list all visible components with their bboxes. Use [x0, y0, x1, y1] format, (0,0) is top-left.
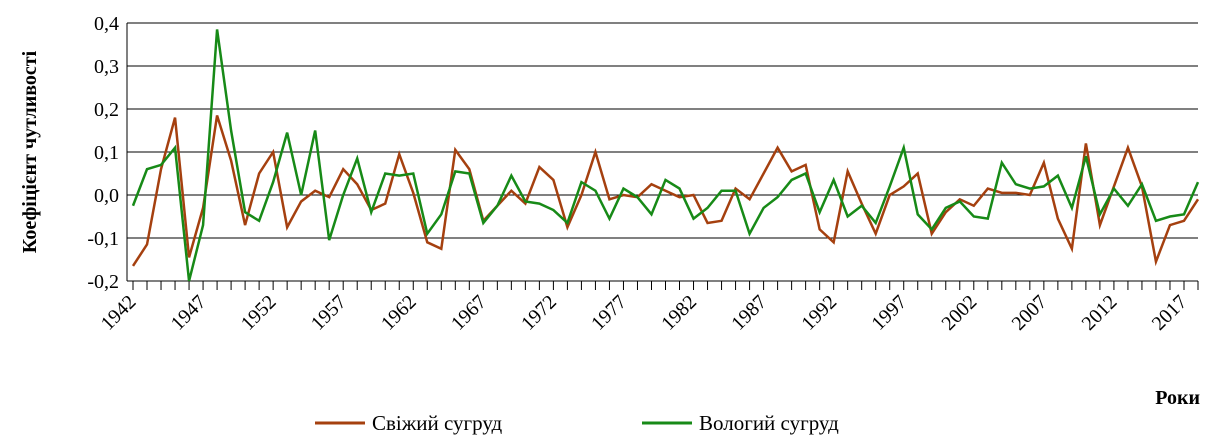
y-tick-label: -0,2	[87, 271, 119, 293]
y-tick-label: 0,3	[94, 56, 119, 78]
y-tick-label: 0,4	[94, 13, 119, 35]
x-tick-label: 1962	[377, 291, 421, 335]
x-tick-label: 2012	[1078, 291, 1122, 335]
x-axis-title: Роки	[1155, 387, 1200, 409]
legend-label: Вологий сугруд	[699, 411, 839, 435]
y-tick-label: -0,1	[87, 228, 119, 250]
y-axis-title: Коефіцієнт чутливості	[19, 50, 41, 253]
x-tick-label: 1972	[517, 291, 561, 335]
x-tick-label: 2007	[1008, 291, 1052, 335]
x-tick-label: 1997	[867, 291, 911, 335]
legend-label: Свіжий сугруд	[372, 411, 503, 435]
x-tick-label: 1977	[587, 291, 631, 335]
x-tick-label: 1987	[727, 291, 771, 335]
x-tick-label: 2002	[937, 291, 981, 335]
series-line	[131, 115, 1200, 267]
y-tick-label: 0,2	[94, 99, 119, 121]
y-tick-label: 0,0	[94, 185, 119, 207]
x-tick-label: 1942	[97, 291, 141, 335]
y-tick-label: 0,1	[94, 142, 119, 164]
x-tick-label: 1982	[657, 291, 701, 335]
x-tick-label: 1957	[307, 291, 351, 335]
x-tick-label: 1967	[447, 291, 491, 335]
series-line	[131, 29, 1200, 282]
x-tick-label: 1952	[237, 291, 281, 335]
x-tick-label: 2017	[1148, 291, 1192, 335]
x-tick-label: 1947	[167, 291, 211, 335]
x-tick-label: 1992	[797, 291, 841, 335]
